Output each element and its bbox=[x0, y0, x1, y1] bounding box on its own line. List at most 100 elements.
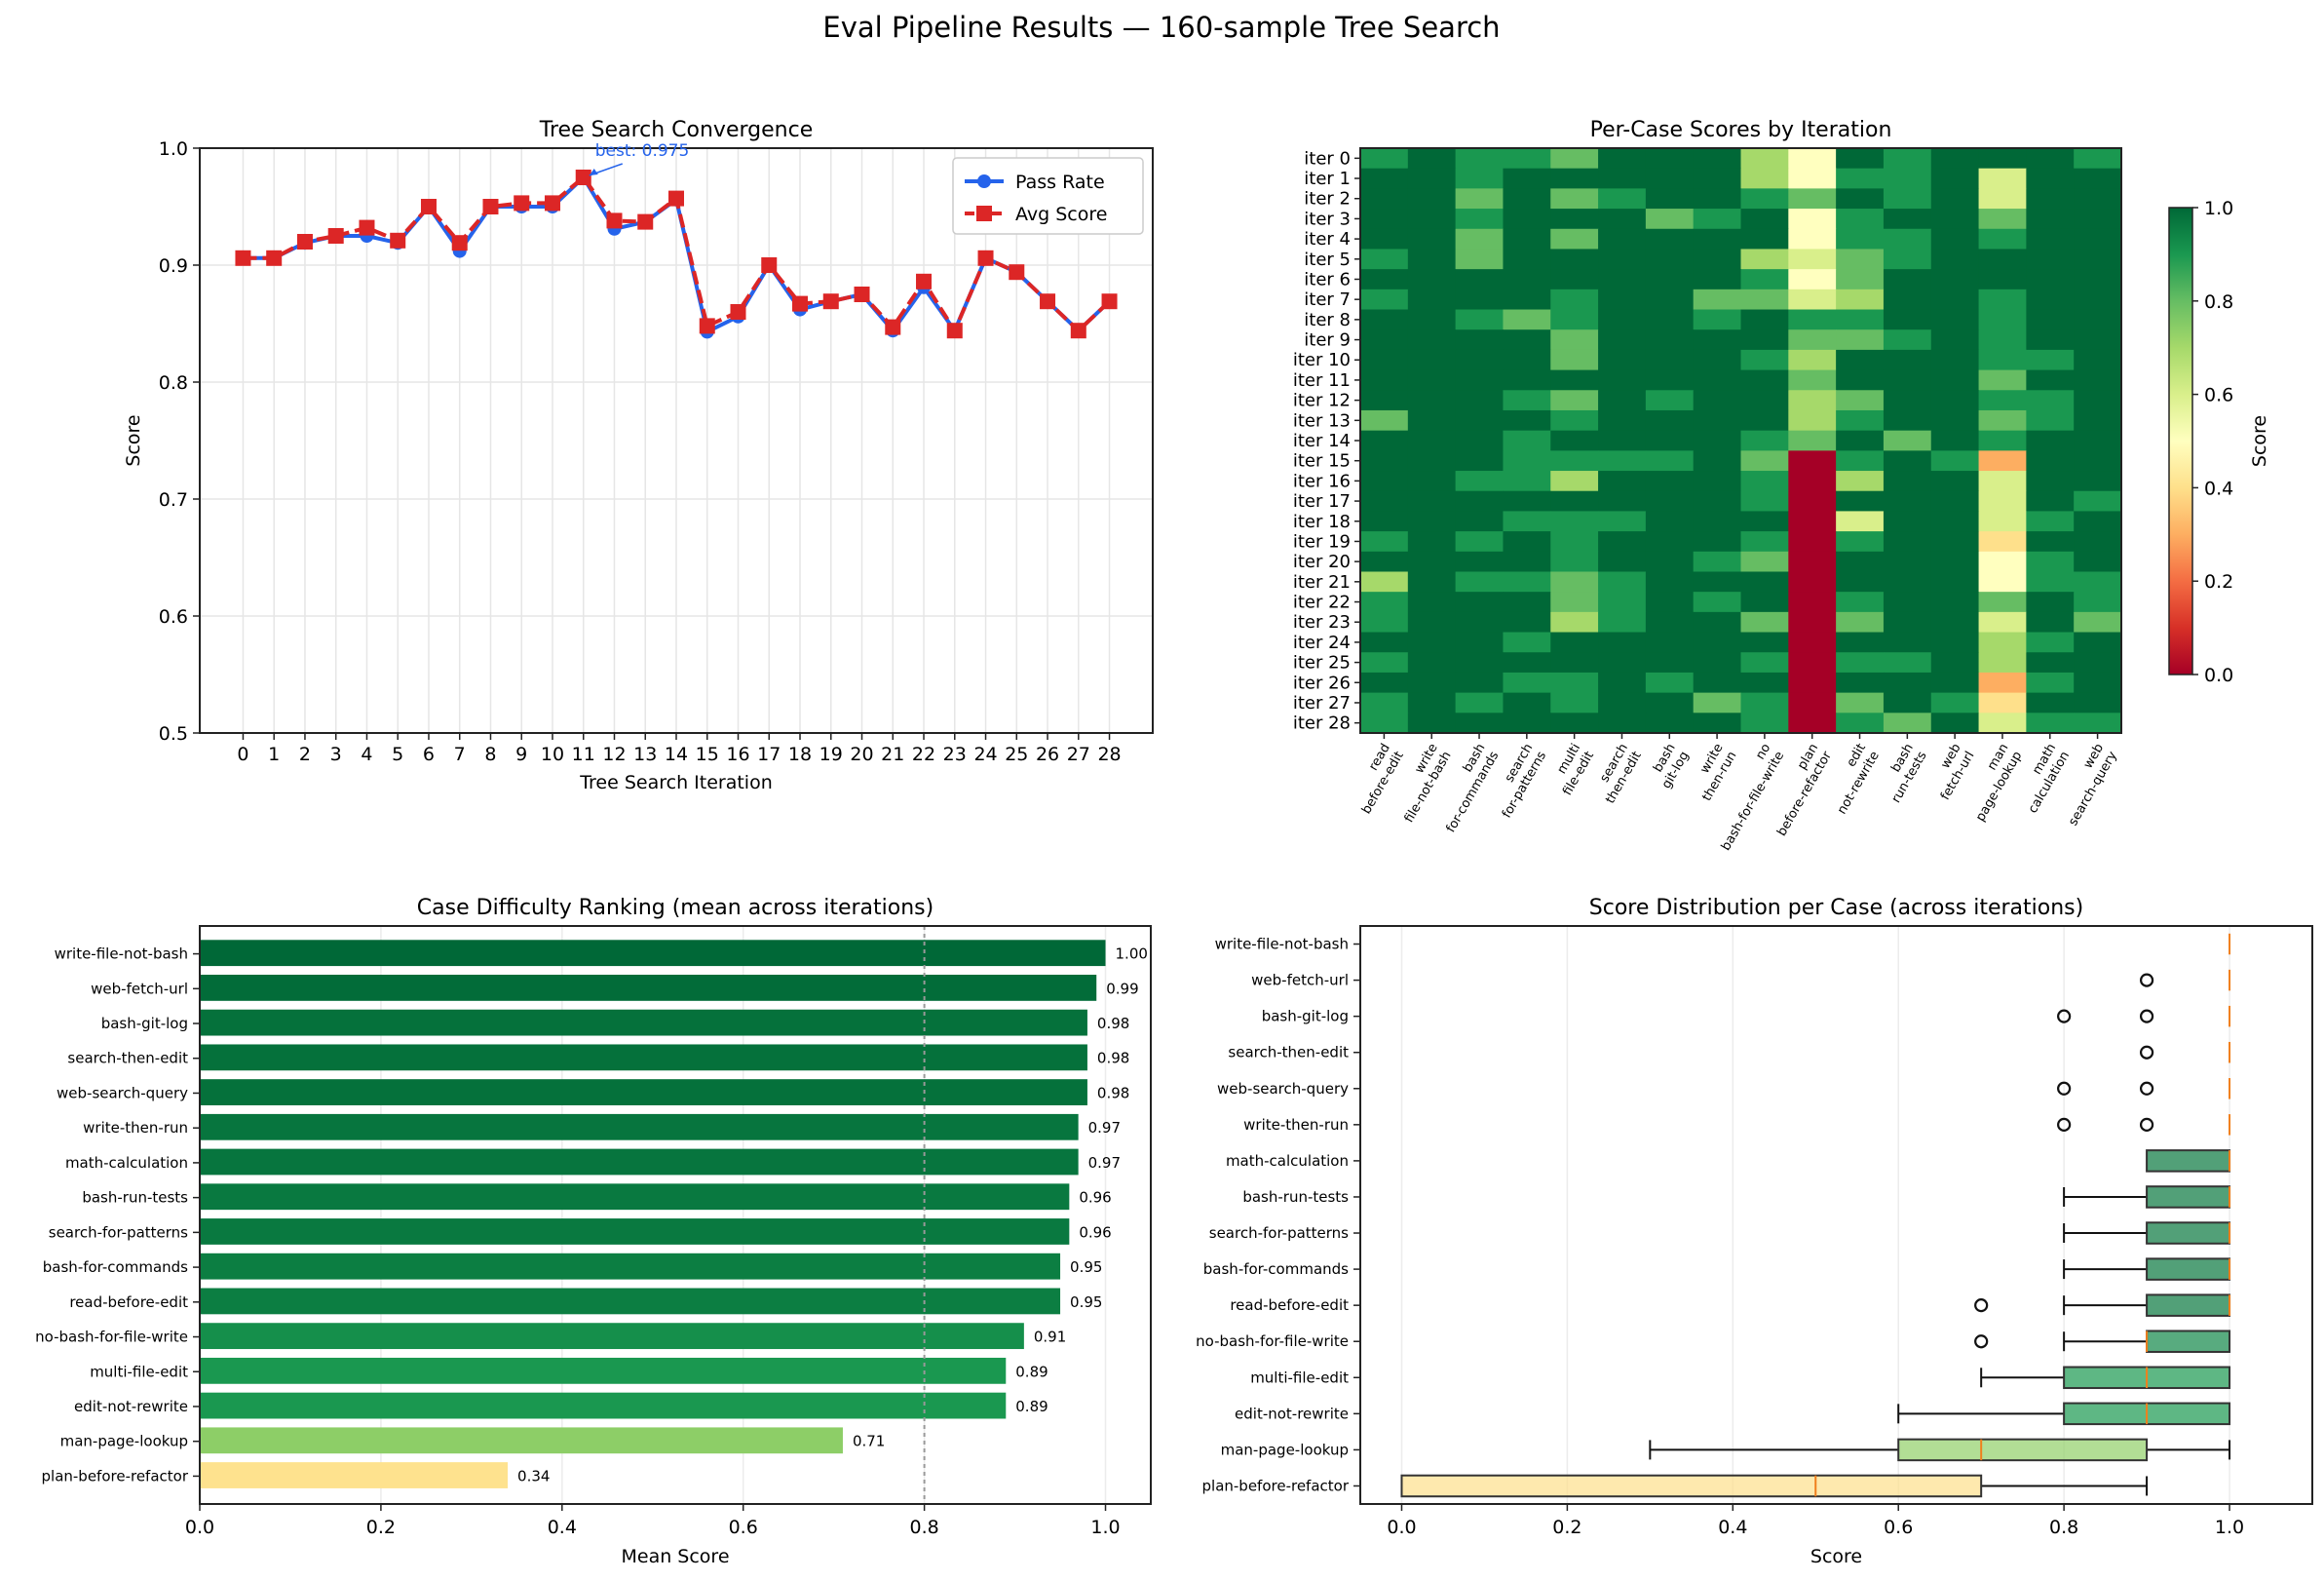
heatmap-cell bbox=[1407, 309, 1457, 330]
heatmap-cell bbox=[1978, 148, 2027, 170]
x-tick-label: 15 bbox=[696, 744, 719, 765]
heatmap-cell bbox=[1455, 168, 1504, 189]
heatmap-cell bbox=[1883, 652, 1932, 674]
heatmap-cell bbox=[1503, 329, 1551, 351]
heatmap-cell bbox=[1503, 551, 1551, 572]
heatmap-cell bbox=[1740, 652, 1789, 674]
heatmap-cell bbox=[2074, 531, 2122, 553]
heatmap-cell bbox=[1978, 652, 2027, 674]
heatmap-cell bbox=[1645, 148, 1695, 170]
x-tick-label: 17 bbox=[757, 744, 781, 765]
row-label: iter 10 bbox=[1293, 350, 1351, 370]
heatmap-cell bbox=[1550, 148, 1599, 170]
column-label: mathcalculation bbox=[2012, 742, 2073, 817]
heatmap-cell bbox=[1930, 188, 1980, 210]
colorbar-label: Score bbox=[2249, 415, 2270, 467]
heatmap-cell bbox=[1693, 409, 1741, 432]
heatmap-cell bbox=[1836, 713, 1885, 734]
chart-title: Score Distribution per Case (across iter… bbox=[1589, 896, 2083, 920]
avg-score-point bbox=[575, 170, 591, 185]
heatmap-cell bbox=[1836, 592, 1885, 613]
outlier-point bbox=[2057, 1009, 2072, 1023]
chart-title: Per-Case Scores by Iteration bbox=[1590, 118, 1892, 142]
heatmap-cell bbox=[1788, 471, 1837, 492]
heatmap-cell bbox=[1455, 148, 1504, 170]
category-label: web-search-query bbox=[1217, 1080, 1349, 1098]
heatmap-cell bbox=[2074, 329, 2122, 351]
x-tick-label: 4 bbox=[361, 744, 372, 765]
heatmap-cell bbox=[1930, 632, 1980, 653]
y-tick-label: 0.8 bbox=[159, 372, 188, 394]
heatmap-cell bbox=[1883, 692, 1932, 713]
heatmap-cell bbox=[2074, 490, 2122, 512]
x-tick-label: 28 bbox=[1097, 744, 1121, 765]
heatmap-cell bbox=[1883, 471, 1932, 492]
row-label: iter 23 bbox=[1293, 612, 1351, 633]
x-tick-label: 1.0 bbox=[1090, 1517, 1120, 1538]
heatmap-cell bbox=[2026, 592, 2075, 613]
heatmap-cell bbox=[1883, 390, 1932, 411]
category-label: math-calculation bbox=[65, 1154, 188, 1172]
heatmap-cell bbox=[1788, 209, 1837, 230]
heatmap-cell bbox=[1550, 450, 1599, 472]
heatmap-cell bbox=[1883, 592, 1932, 613]
heatmap-cell bbox=[1693, 652, 1741, 674]
x-tick-label: 0.8 bbox=[910, 1517, 939, 1538]
heatmap-cell bbox=[1836, 168, 1885, 189]
heatmap-cell bbox=[2026, 148, 2075, 170]
heatmap-cell bbox=[1836, 571, 1885, 593]
heatmap-cell bbox=[1503, 269, 1551, 290]
heatmap-cell bbox=[1550, 531, 1599, 553]
x-tick-label: 27 bbox=[1067, 744, 1090, 765]
heatmap-cell bbox=[2026, 551, 2075, 572]
heatmap-cell bbox=[2026, 692, 2075, 713]
heatmap-cell bbox=[1598, 672, 1647, 694]
heatmap-cell bbox=[1598, 571, 1647, 593]
heatmap-cell bbox=[1930, 349, 1980, 371]
value-label: 0.95 bbox=[1070, 1293, 1102, 1311]
heatmap-cell bbox=[1740, 632, 1789, 653]
category-label: read-before-edit bbox=[69, 1293, 188, 1311]
heatmap-cell bbox=[1503, 409, 1551, 432]
heatmap-cell bbox=[1550, 430, 1599, 451]
x-tick-label: 1.0 bbox=[2215, 1517, 2244, 1538]
heatmap-cell bbox=[1883, 289, 1932, 311]
heatmap-cell bbox=[1836, 289, 1885, 311]
heatmap-cell bbox=[1740, 611, 1789, 634]
heatmap-cell bbox=[1598, 611, 1647, 634]
category-label: no-bash-for-file-write bbox=[35, 1329, 188, 1346]
heatmap-cell bbox=[1883, 309, 1932, 330]
x-tick-label: 7 bbox=[454, 744, 466, 765]
heatmap-cell bbox=[2026, 430, 2075, 451]
heatmap-cell bbox=[2026, 390, 2075, 411]
heatmap-cell bbox=[1598, 511, 1647, 532]
heatmap-cell bbox=[1740, 511, 1789, 532]
heatmap-cell bbox=[1455, 188, 1504, 210]
legend-marker bbox=[976, 206, 992, 221]
heatmap-cell bbox=[1407, 713, 1457, 734]
heatmap-cell bbox=[1550, 409, 1599, 432]
avg-score-point bbox=[822, 293, 839, 310]
heatmap-cell bbox=[2074, 592, 2122, 613]
heatmap-cell bbox=[1978, 450, 2027, 472]
heatmap-cell bbox=[1598, 349, 1647, 371]
heatmap-cell bbox=[1598, 289, 1647, 311]
heatmap-cell bbox=[1407, 692, 1457, 713]
category-label: write-then-run bbox=[1243, 1116, 1349, 1134]
heatmap-cell bbox=[1645, 209, 1695, 230]
bar bbox=[200, 1148, 1079, 1176]
x-tick-label: 8 bbox=[484, 744, 496, 765]
heatmap-cell bbox=[1883, 168, 1932, 189]
heatmap-cell bbox=[1455, 692, 1504, 713]
heatmap-cell bbox=[1407, 390, 1457, 411]
value-label: 0.96 bbox=[1079, 1223, 1111, 1241]
heatmap-cell bbox=[2074, 692, 2122, 713]
heatmap-cell bbox=[1598, 471, 1647, 492]
x-tick-label: 26 bbox=[1036, 744, 1059, 765]
heatmap-cell bbox=[1503, 309, 1551, 330]
heatmap-cell bbox=[1836, 309, 1885, 330]
heatmap-cell bbox=[1930, 672, 1980, 694]
heatmap-cell bbox=[1598, 188, 1647, 210]
heatmap-cell bbox=[1360, 571, 1409, 593]
heatmap-cell bbox=[1740, 551, 1789, 572]
